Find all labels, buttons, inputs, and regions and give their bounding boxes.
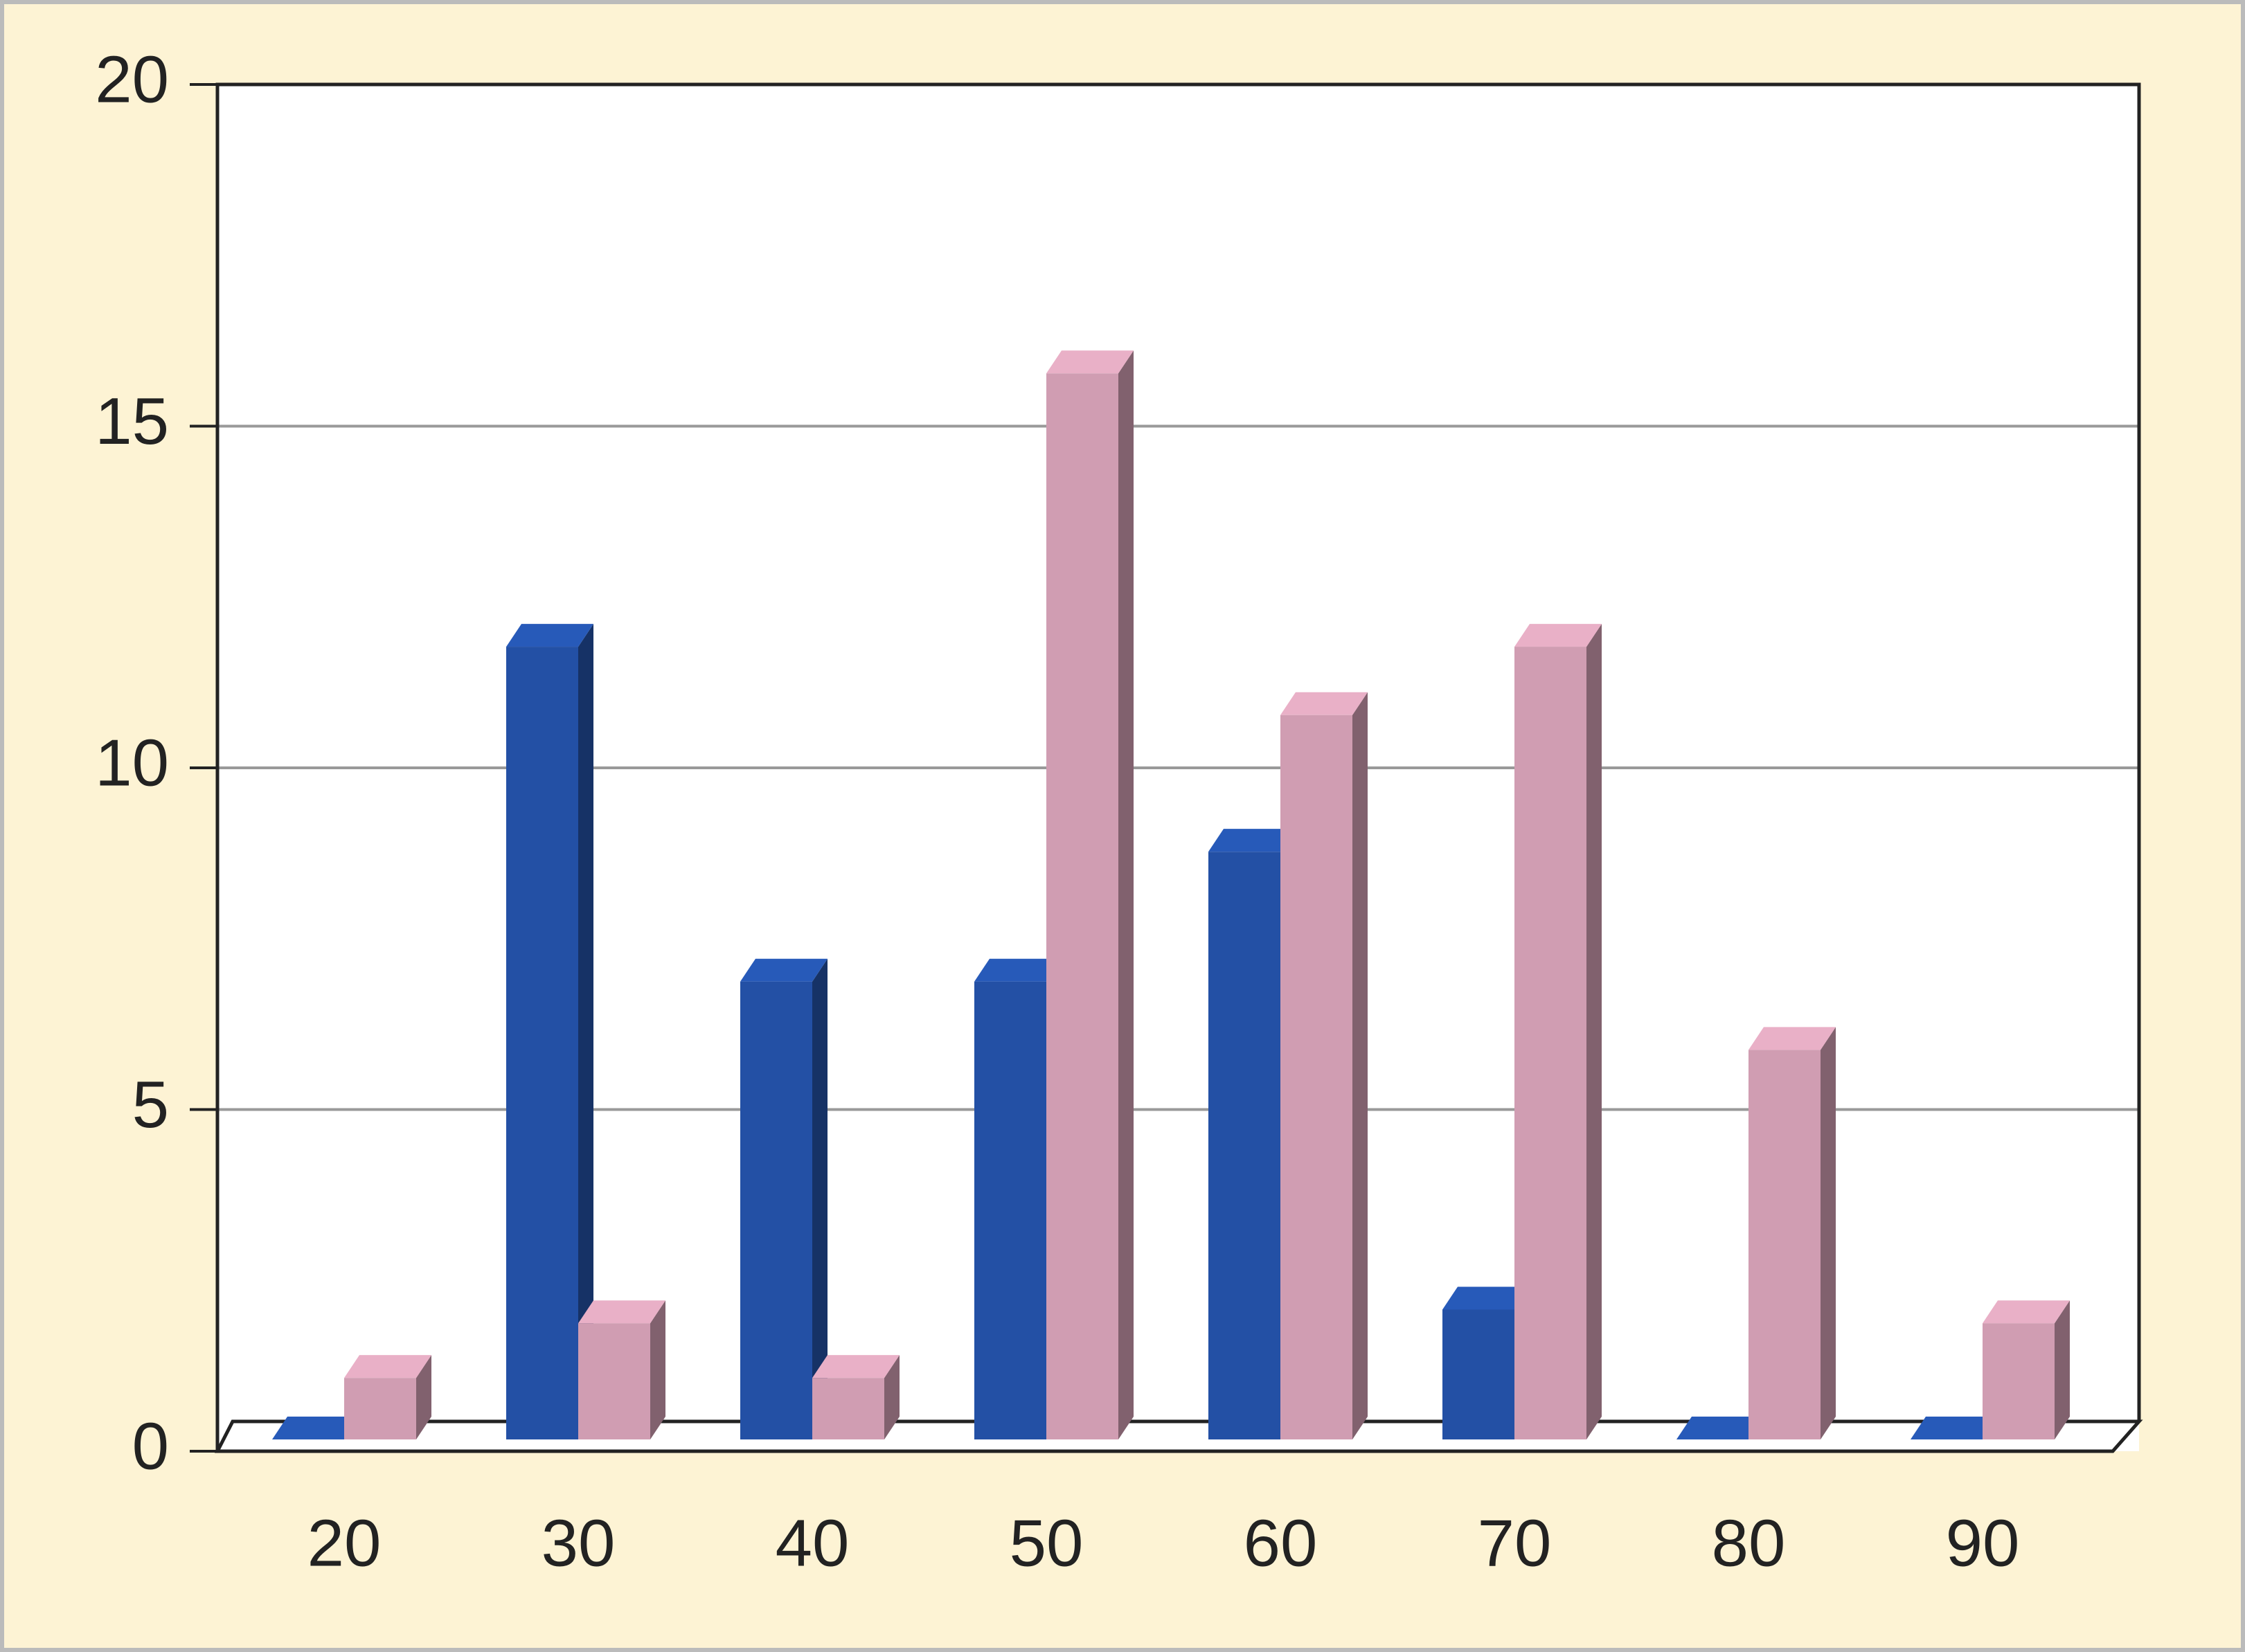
bar-top xyxy=(1983,1300,2070,1324)
bar-top xyxy=(1676,1417,1764,1439)
bar-side xyxy=(1118,350,1134,1439)
bar xyxy=(1748,1050,1821,1439)
bar xyxy=(1983,1323,2055,1439)
bar-top xyxy=(1208,829,1296,852)
bar xyxy=(1442,1309,1514,1439)
bar-top xyxy=(1442,1286,1530,1310)
bar-top xyxy=(974,958,1062,982)
x-tick-label: 20 xyxy=(307,1506,382,1580)
bar xyxy=(1046,373,1118,1439)
bar-top xyxy=(740,958,828,982)
floor xyxy=(214,1419,2143,1453)
bar-side xyxy=(1586,624,1602,1439)
y-tick-label: 10 xyxy=(95,726,169,800)
bar-side xyxy=(2055,1300,2070,1439)
bar xyxy=(812,1378,884,1439)
bar-side xyxy=(578,624,593,1439)
bar-top xyxy=(1911,1417,1998,1439)
bar-top xyxy=(1748,1027,1836,1050)
bar-side xyxy=(1821,1027,1836,1439)
x-tick-label: 70 xyxy=(1478,1506,1552,1580)
plot-frame xyxy=(215,82,2141,1451)
bar-side xyxy=(884,1355,900,1439)
bar xyxy=(578,1323,650,1439)
bar-side xyxy=(812,958,828,1439)
bar-top xyxy=(1046,350,1134,374)
y-tick-label: 20 xyxy=(95,42,169,116)
x-tick-label: 50 xyxy=(1010,1506,1084,1580)
bar-side xyxy=(1352,692,1368,1439)
bar xyxy=(1208,852,1280,1439)
y-tick-label: 15 xyxy=(95,384,169,458)
bar-top xyxy=(812,1355,900,1379)
bar xyxy=(1514,647,1586,1439)
bar-top xyxy=(1280,692,1368,715)
bar xyxy=(1280,715,1352,1439)
bar-top xyxy=(272,1417,359,1439)
x-tick-label: 90 xyxy=(1946,1506,2020,1580)
bar-top xyxy=(1514,624,1602,647)
bar xyxy=(344,1378,416,1439)
y-tick-label: 5 xyxy=(132,1068,169,1142)
bar-top xyxy=(344,1355,431,1379)
x-tick-label: 30 xyxy=(542,1506,616,1580)
bar-side xyxy=(650,1300,665,1439)
x-tick-label: 60 xyxy=(1244,1506,1318,1580)
bar xyxy=(740,981,812,1439)
bar-top xyxy=(578,1300,665,1324)
bar xyxy=(974,981,1046,1439)
bar xyxy=(506,647,578,1439)
bar-side xyxy=(416,1355,431,1439)
x-tick-label: 80 xyxy=(1712,1506,1786,1580)
bar-top xyxy=(506,624,593,647)
x-tick-label: 40 xyxy=(776,1506,850,1580)
y-tick-label: 0 xyxy=(132,1409,169,1483)
